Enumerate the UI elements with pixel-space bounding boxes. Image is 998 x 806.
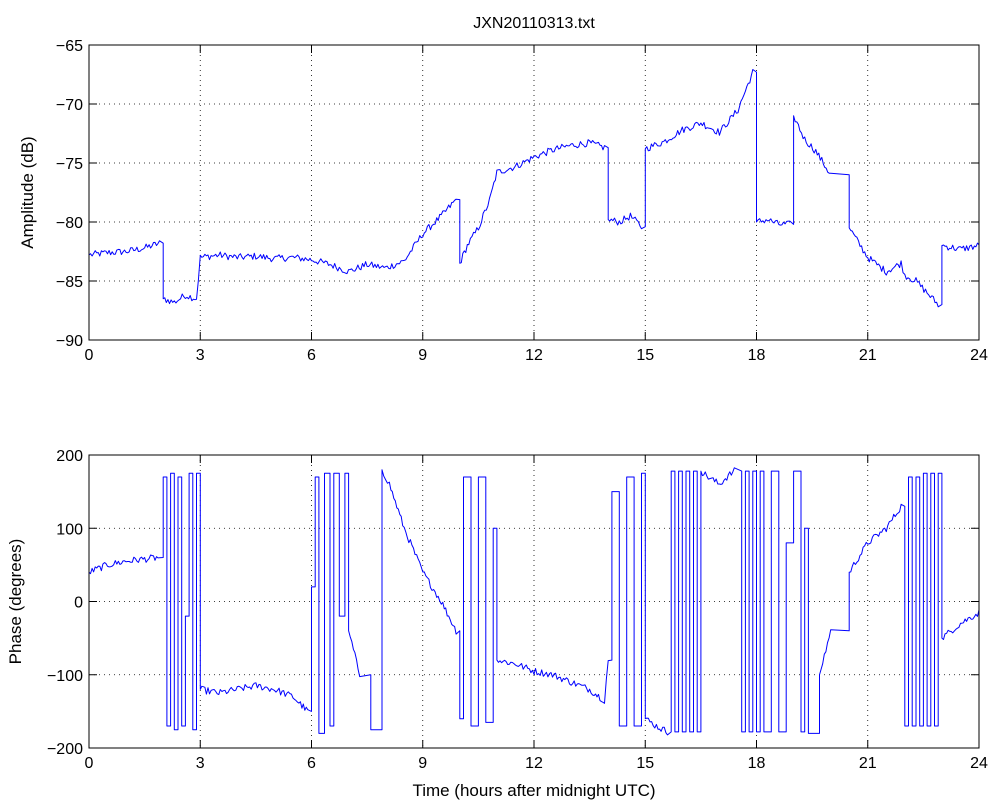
- amplitude-x-tick-label: 3: [196, 347, 205, 364]
- phase-y-tick-label: 0: [74, 595, 83, 612]
- amplitude-y-tick-label: −65: [56, 38, 83, 55]
- phase-x-tick-label: 18: [748, 755, 766, 772]
- phase-x-axis-label: Time (hours after midnight UTC): [412, 781, 655, 800]
- amplitude-x-tick-label: 24: [970, 347, 988, 364]
- phase-y-axis-label: Phase (degrees): [6, 539, 25, 665]
- amplitude-y-tick-label: −90: [56, 333, 83, 350]
- phase-x-tick-label: 12: [525, 755, 543, 772]
- amplitude-x-tick-label: 6: [307, 347, 316, 364]
- phase-x-tick-label: 0: [85, 755, 94, 772]
- amplitude-y-axis-label: Amplitude (dB): [18, 136, 37, 248]
- phase-y-tick-label: 100: [56, 521, 83, 538]
- amplitude-x-tick-label: 12: [525, 347, 543, 364]
- amplitude-data-line: [88, 69, 980, 308]
- amplitude-y-tick-label: −75: [56, 156, 83, 173]
- phase-x-tick-label: 6: [307, 755, 316, 772]
- amplitude-plot: 0 3 6 9 12 15 18 21 24 −90 −85 −80 −75 −70 −65 Amplitud…: [18, 38, 988, 364]
- chart-title: JXN20110313.txt: [473, 15, 595, 32]
- amplitude-x-tick-label: 9: [418, 347, 427, 364]
- amplitude-x-tick-label: 18: [748, 347, 766, 364]
- amplitude-y-tick-label: −85: [56, 274, 83, 291]
- phase-x-tick-label: 3: [196, 755, 205, 772]
- phase-x-tick-label: 21: [859, 755, 877, 772]
- phase-x-tick-label: 15: [636, 755, 654, 772]
- amplitude-x-tick-label: 21: [859, 347, 877, 364]
- phase-plot: 0 3 6 9 12 15 18 21 24 −200 −100 0 100 200 Phase (degr…: [6, 448, 988, 800]
- amplitude-x-tick-label: 0: [85, 347, 94, 364]
- phase-y-tick-label: −200: [47, 741, 83, 758]
- phase-x-tick-label: 24: [970, 755, 988, 772]
- phase-data-line: [88, 467, 980, 736]
- amplitude-y-tick-label: −70: [56, 97, 83, 114]
- phase-y-tick-label: −100: [47, 668, 83, 685]
- amplitude-x-tick-label: 15: [636, 347, 654, 364]
- amplitude-y-tick-label: −80: [56, 215, 83, 232]
- phase-x-tick-label: 9: [418, 755, 427, 772]
- phase-y-tick-label: 200: [56, 448, 83, 465]
